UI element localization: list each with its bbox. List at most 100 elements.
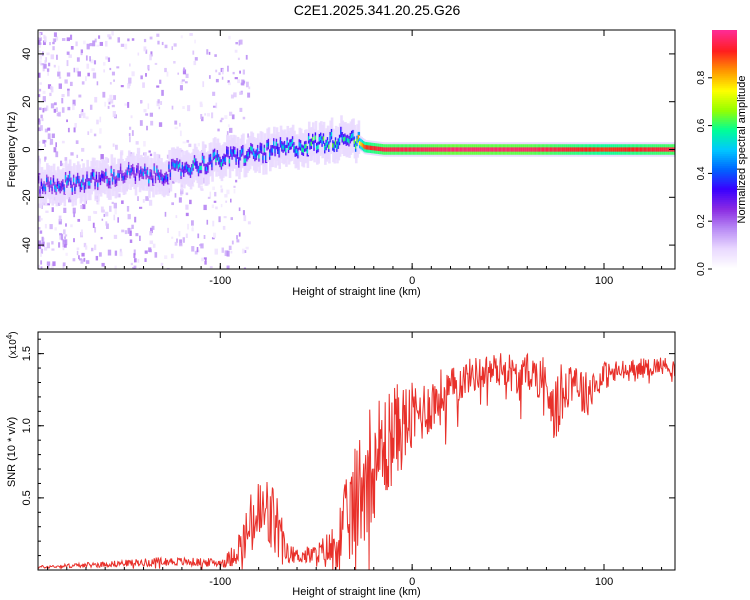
ridge-core <box>658 147 661 152</box>
x-tick-label: 100 <box>595 576 613 588</box>
ridge-core <box>267 141 270 147</box>
noise-speckle <box>98 252 102 257</box>
ridge-core <box>419 147 422 152</box>
ridge-core <box>113 172 116 177</box>
ridge-core <box>518 147 522 152</box>
ridge-core <box>44 186 47 192</box>
ridge-core <box>309 142 312 147</box>
ridge-core <box>115 178 119 183</box>
noise-speckle <box>41 236 44 242</box>
ridge-core <box>545 147 548 152</box>
ridge-core <box>123 175 127 180</box>
noise-speckle <box>237 79 241 84</box>
noise-speckle <box>85 245 88 250</box>
noise-speckle <box>40 260 43 265</box>
ridge-core <box>97 182 100 188</box>
noise-speckle <box>80 49 84 54</box>
ridge-core <box>438 147 441 152</box>
ridge-core <box>645 147 648 152</box>
noise-speckle <box>70 224 73 228</box>
ridge-core <box>326 140 329 145</box>
y-tick-label: -40 <box>21 237 33 253</box>
ridge-core <box>373 146 376 151</box>
noise-speckle <box>66 51 70 55</box>
noise-speckle <box>174 120 178 125</box>
x-tick-label: -100 <box>209 275 231 287</box>
noise-speckle <box>64 244 67 248</box>
noise-speckle <box>44 128 48 133</box>
noise-speckle <box>46 52 50 56</box>
noise-speckle <box>113 234 118 239</box>
noise-speckle <box>215 206 218 210</box>
ridge-core <box>474 147 477 152</box>
ridge-core <box>250 146 253 151</box>
noise-speckle <box>177 72 180 75</box>
noise-speckle <box>208 75 211 79</box>
noise-speckle <box>46 68 50 72</box>
ridge-core <box>119 166 123 171</box>
noise-speckle <box>82 204 86 210</box>
colorbar-segment <box>712 75 737 79</box>
ridge-core <box>471 147 475 152</box>
noise-speckle <box>214 191 217 197</box>
noise-speckle <box>57 65 60 72</box>
colorbar-segment <box>712 93 737 97</box>
noise-speckle <box>185 73 189 79</box>
noise-speckle <box>107 249 112 256</box>
noise-speckle <box>222 225 226 230</box>
noise-speckle <box>44 157 46 162</box>
ridge-core <box>403 147 406 152</box>
noise-speckle <box>47 265 50 269</box>
ridge-core <box>227 150 230 155</box>
noise-speckle <box>96 199 99 205</box>
ridge-core <box>208 157 211 162</box>
ridge-core <box>184 165 187 170</box>
noise-speckle <box>102 62 106 66</box>
noise-speckle <box>178 242 183 247</box>
ridge-core <box>82 177 85 183</box>
ridge-core <box>482 147 485 152</box>
ridge-core <box>411 147 414 152</box>
noise-speckle <box>38 155 40 160</box>
noise-speckle <box>53 108 56 113</box>
noise-speckle <box>60 234 64 240</box>
ridge-core <box>201 155 205 161</box>
heatmap-cells <box>38 30 675 269</box>
noise-speckle <box>194 250 198 255</box>
noise-speckle <box>227 82 231 86</box>
noise-speckle <box>45 57 48 62</box>
ridge-core <box>274 148 277 154</box>
colorbar-segment <box>712 103 737 107</box>
noise-speckle <box>171 202 174 206</box>
ridge-core <box>587 147 590 152</box>
colorbar-segment <box>712 39 737 43</box>
noise-speckle <box>200 243 204 249</box>
ridge-core <box>58 184 61 189</box>
colorbar-segment <box>712 95 737 99</box>
ridge-core <box>450 147 453 152</box>
noise-speckle <box>138 206 143 209</box>
colorbar-segment <box>712 187 737 190</box>
ridge-core <box>384 147 387 152</box>
colorbar-segment <box>712 227 737 230</box>
colorbar-segment <box>712 159 737 162</box>
ridge-core <box>408 147 411 152</box>
ridge-core <box>540 147 543 152</box>
ridge-core <box>149 172 152 177</box>
ridge-core <box>142 171 145 177</box>
noise-speckle <box>105 211 109 217</box>
ridge-core <box>146 170 149 175</box>
ridge-core <box>165 174 168 180</box>
ridge-core <box>222 158 225 164</box>
ridge-core <box>235 157 238 162</box>
ridge-core <box>338 137 342 143</box>
ridge-core <box>432 147 436 152</box>
ridge-core <box>212 152 215 158</box>
ridge-core <box>559 147 562 152</box>
noise-speckle <box>171 236 174 239</box>
noise-speckle <box>142 82 145 88</box>
ridge-core <box>424 147 428 152</box>
noise-speckle <box>230 94 234 99</box>
ridge-core <box>196 164 199 169</box>
noise-speckle <box>81 252 85 257</box>
